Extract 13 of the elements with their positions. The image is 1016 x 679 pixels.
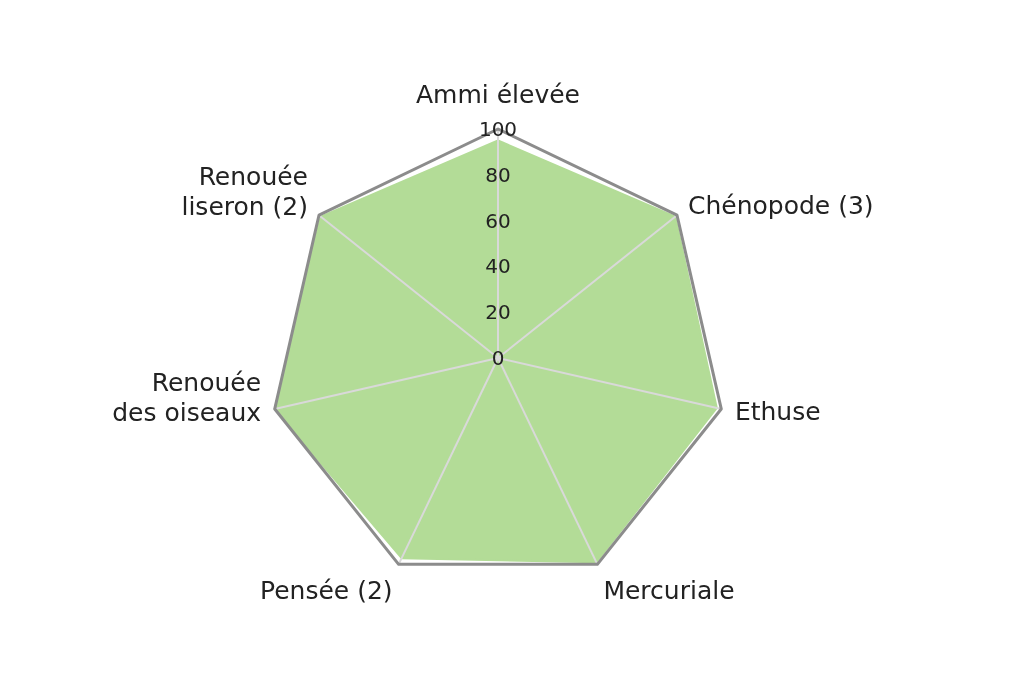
- y-tick-label: 80: [485, 162, 511, 187]
- spoke-label: Renouée liseron (2): [181, 162, 309, 222]
- spoke-label: Pensée (2): [260, 575, 393, 605]
- spoke-label: Renouée des oiseaux: [112, 368, 262, 428]
- y-tick-label: 40: [485, 254, 511, 279]
- spoke-label: Ammi élevée: [416, 80, 580, 109]
- y-tick-label: 100: [478, 117, 518, 141]
- spoke-label: Ethuse: [734, 397, 821, 427]
- spoke-label: Mercuriale: [603, 575, 735, 605]
- y-tick-label: 0: [491, 346, 505, 370]
- y-tick-label: 60: [485, 208, 511, 233]
- y-tick-label: 20: [485, 300, 511, 325]
- spoke-label: Chénopode (3): [687, 191, 874, 221]
